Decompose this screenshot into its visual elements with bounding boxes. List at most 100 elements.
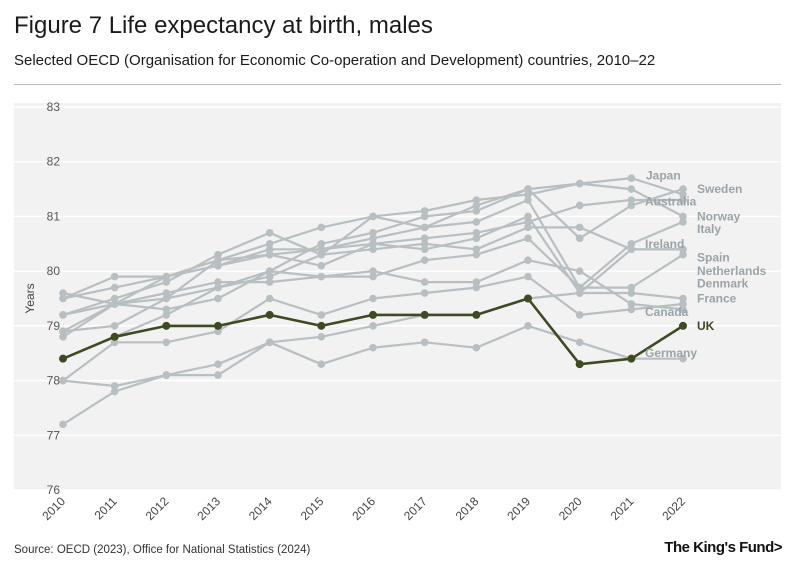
end-label-australia: Australia: [645, 195, 697, 209]
data-point: [679, 245, 687, 254]
data-point: [420, 212, 429, 221]
data-point: [679, 300, 687, 308]
x-tick-label: 2013: [194, 494, 223, 523]
data-point: [575, 267, 584, 275]
x-tick-label: 2015: [298, 494, 327, 523]
series-canada: [59, 256, 687, 319]
end-label-italy: Italy: [697, 222, 721, 236]
data-point: [110, 382, 119, 390]
data-point: [420, 223, 429, 232]
x-tick-label: 2012: [143, 494, 172, 523]
data-point: [59, 311, 67, 319]
series-france: [59, 272, 687, 385]
data-point: [317, 239, 326, 248]
data-point: [524, 256, 532, 264]
data-point: [420, 289, 429, 297]
data-point: [472, 196, 481, 204]
data-point: [214, 278, 222, 286]
data-point: [317, 250, 326, 259]
data-point: [679, 190, 687, 199]
data-point: [162, 371, 171, 379]
data-point: [59, 327, 67, 336]
data-point: [420, 310, 429, 319]
data-point: [317, 245, 326, 254]
data-point: [369, 212, 377, 221]
data-point: [627, 300, 636, 308]
data-point: [265, 278, 274, 286]
data-point: [214, 250, 222, 259]
data-point: [110, 338, 119, 347]
data-point: [317, 311, 326, 319]
data-point: [524, 322, 532, 330]
data-point: [162, 338, 171, 347]
logo-text: The King's Fund: [664, 539, 774, 556]
data-point: [472, 201, 481, 210]
logo-mark: >: [773, 539, 783, 556]
end-label-netherlands: Netherlands: [697, 264, 767, 278]
data-point: [317, 333, 326, 341]
data-point: [575, 201, 584, 210]
data-point: [162, 305, 171, 314]
data-point: [214, 294, 222, 303]
data-point: [627, 289, 636, 297]
data-point: [214, 327, 222, 336]
x-tick-label: 2020: [556, 494, 585, 523]
x-axis-ticks: 2010 2011 2012 2013 2014 2015 2016 2017 2018 2019…: [39, 494, 688, 523]
data-point: [369, 234, 377, 243]
y-axis-ticks: 76 77 78 79 80 81 82 83: [47, 100, 61, 497]
x-tick-label: 2014: [246, 494, 275, 523]
data-point: [59, 376, 67, 385]
data-point: [575, 283, 584, 292]
series-lines: [59, 174, 687, 429]
data-point: [317, 261, 326, 270]
data-point: [317, 360, 326, 368]
x-tick-label: 2018: [453, 494, 482, 523]
x-tick-label: 2019: [504, 494, 533, 523]
data-point: [575, 311, 584, 319]
data-point: [679, 218, 687, 226]
end-label-norway: Norway: [697, 209, 741, 223]
data-point: [679, 196, 687, 204]
data-point: [369, 239, 377, 248]
data-point: [627, 196, 636, 204]
data-point: [420, 234, 429, 243]
end-label-france: France: [697, 292, 737, 306]
data-point: [369, 229, 377, 237]
data-point: [420, 278, 429, 286]
data-point: [627, 354, 636, 363]
data-point: [524, 234, 532, 243]
data-point: [524, 190, 532, 199]
data-point: [679, 294, 687, 303]
data-point: [59, 420, 67, 429]
data-point: [110, 332, 119, 341]
data-point: [575, 360, 584, 369]
data-point: [369, 245, 377, 254]
data-point: [679, 212, 687, 221]
data-point: [59, 294, 67, 303]
kings-fund-logo: The King's Fund>: [664, 539, 782, 556]
data-point: [627, 305, 636, 314]
page-subtitle: Selected OECD (Organisation for Economic…: [14, 52, 656, 69]
data-point: [59, 354, 67, 363]
data-point: [575, 179, 584, 188]
data-point: [265, 272, 274, 281]
data-point: [214, 283, 222, 292]
data-point: [575, 234, 584, 243]
data-point: [369, 294, 377, 303]
data-point: [214, 256, 222, 264]
data-point: [317, 272, 326, 281]
data-point: [420, 245, 429, 254]
data-point: [524, 196, 532, 204]
data-point: [575, 338, 584, 347]
data-point: [265, 229, 274, 237]
end-label-denmark: Denmark: [697, 277, 749, 291]
data-point: [162, 311, 171, 319]
data-point: [162, 294, 171, 303]
data-point: [420, 256, 429, 264]
data-point: [214, 371, 222, 379]
data-point: [472, 234, 481, 243]
data-point: [265, 250, 274, 259]
data-point: [59, 289, 67, 297]
data-point: [214, 261, 222, 270]
